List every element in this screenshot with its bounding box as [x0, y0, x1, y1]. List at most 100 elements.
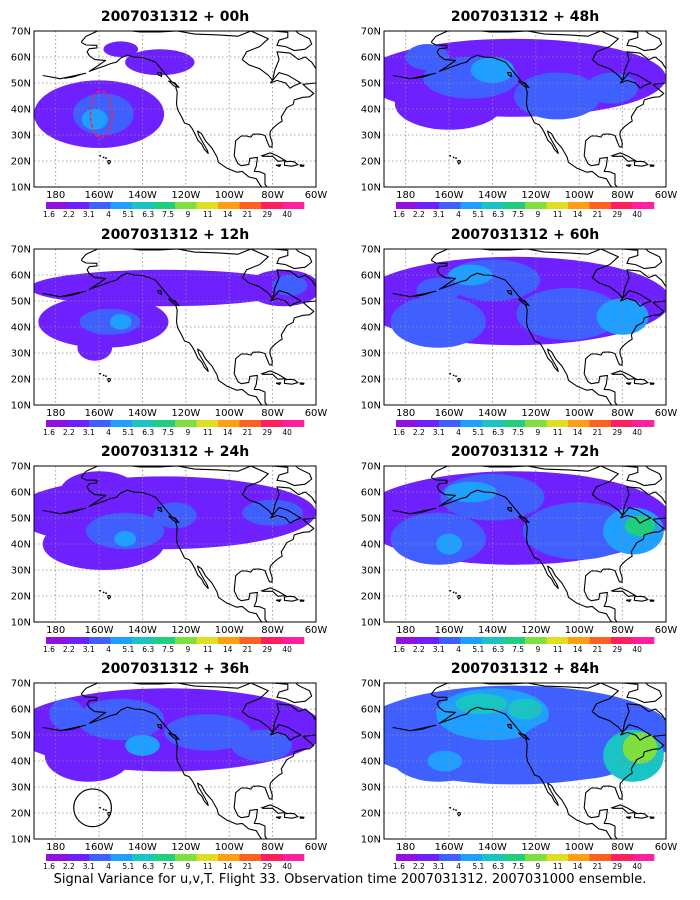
annotation-circle: [73, 788, 113, 828]
colorbar-swatch: [218, 637, 240, 644]
coastline: [258, 249, 313, 270]
y-tick-label: 50N: [11, 79, 31, 90]
colorbar-label: 11: [553, 862, 563, 871]
y-tick-label: 10N: [11, 401, 31, 412]
coastline: [457, 594, 462, 600]
colorbar-swatch: [525, 854, 547, 861]
colorbar-swatch: [89, 420, 111, 427]
y-tick-label: 20N: [11, 809, 31, 820]
colorbar-label: 21: [243, 862, 253, 871]
y-tick-label: 30N: [361, 131, 381, 142]
colorbar-swatch: [417, 202, 440, 209]
x-tick-label: 160W: [435, 190, 464, 201]
colorbar-swatch: [153, 854, 176, 861]
island: [99, 372, 102, 375]
island: [99, 589, 102, 592]
island: [99, 806, 102, 809]
x-tick-label: 160W: [85, 190, 114, 201]
coastline: [649, 816, 655, 819]
colorbar-label: 4: [456, 428, 461, 437]
colorbar-swatch: [396, 637, 418, 644]
y-tick-label: 30N: [11, 783, 31, 794]
island: [449, 806, 452, 809]
colorbar-label: 6.3: [492, 862, 504, 871]
coastline: [610, 587, 637, 597]
map-area: [34, 466, 316, 622]
colorbar-label: 2.2: [413, 210, 425, 219]
colorbar-label: 2.2: [63, 645, 75, 654]
map-area: [34, 31, 316, 187]
colorbar-label: 6.3: [142, 210, 154, 219]
panel-title: 2007031312 + 24h: [101, 444, 249, 460]
coastline: [625, 382, 632, 386]
colorbar-swatch: [196, 420, 219, 427]
colorbar-swatch: [175, 420, 197, 427]
y-tick-label: 20N: [361, 157, 381, 168]
colorbar-label: 21: [593, 210, 603, 219]
y-tick-label: 50N: [361, 731, 381, 742]
colorbar-label: 3.1: [83, 210, 95, 219]
y-tick-label: 30N: [361, 783, 381, 794]
colorbar-label: 4: [106, 645, 111, 654]
coastline: [392, 72, 437, 80]
map-frame: [383, 682, 667, 840]
coastline: [518, 80, 531, 89]
y-tick-label: 60N: [361, 271, 381, 282]
colorbar-label: 21: [243, 428, 253, 437]
island: [455, 375, 457, 378]
coastline: [260, 152, 287, 162]
y-tick-label: 10N: [361, 183, 381, 194]
y-tick-label: 40N: [11, 105, 31, 116]
variance-contour: [516, 288, 621, 340]
colorbar-label: 4: [456, 645, 461, 654]
colorbar-swatch: [282, 854, 305, 861]
map-frame: [33, 465, 317, 623]
colorbar-swatch: [568, 854, 590, 861]
island: [449, 154, 452, 157]
coastline: [258, 683, 313, 704]
coastline: [42, 507, 87, 515]
coastline: [275, 599, 282, 603]
colorbar-swatch: [546, 202, 569, 209]
map-frame: [33, 248, 317, 406]
y-tick-label: 40N: [361, 757, 381, 768]
x-tick-label: 60W: [655, 842, 678, 853]
coastline: [506, 72, 513, 78]
variance-contour: [272, 275, 308, 296]
coastline: [633, 378, 649, 385]
colorbar-label: 11: [553, 645, 563, 654]
colorbar-label: 6.3: [142, 645, 154, 654]
colorbar-swatch: [46, 637, 68, 644]
coastline: [168, 80, 181, 89]
panel-title: 2007031312 + 48h: [451, 9, 599, 25]
colorbar-label: 29: [613, 645, 623, 654]
variance-contour: [109, 314, 132, 330]
y-tick-label: 50N: [361, 297, 381, 308]
colorbar-swatch: [503, 420, 526, 427]
colorbar-label: 9: [186, 645, 191, 654]
x-tick-label: 100W: [215, 190, 244, 201]
y-tick-label: 50N: [11, 731, 31, 742]
colorbar-label: 3.1: [433, 428, 445, 437]
island: [105, 157, 107, 160]
x-tick-label: 140W: [128, 408, 157, 419]
colorbar-swatch: [67, 637, 90, 644]
colorbar-label: 7.5: [162, 428, 174, 437]
island: [102, 591, 105, 594]
coastline: [260, 587, 287, 597]
x-tick-label: 180: [396, 842, 415, 853]
colorbar-label: 21: [243, 210, 253, 219]
x-tick-label: 180: [396, 625, 415, 636]
colorbar-swatch: [196, 854, 219, 861]
x-tick-label: 80W: [261, 842, 284, 853]
colorbar-swatch: [460, 637, 483, 644]
colorbar-label: 29: [263, 862, 273, 871]
y-tick-label: 20N: [361, 375, 381, 386]
colorbar-swatch: [218, 420, 240, 427]
colorbar-label: 6.3: [492, 210, 504, 219]
coastline: [107, 594, 112, 600]
y-tick-label: 60N: [361, 488, 381, 499]
colorbar-swatch: [261, 854, 283, 861]
x-tick-label: 80W: [611, 190, 634, 201]
y-tick-label: 20N: [11, 592, 31, 603]
